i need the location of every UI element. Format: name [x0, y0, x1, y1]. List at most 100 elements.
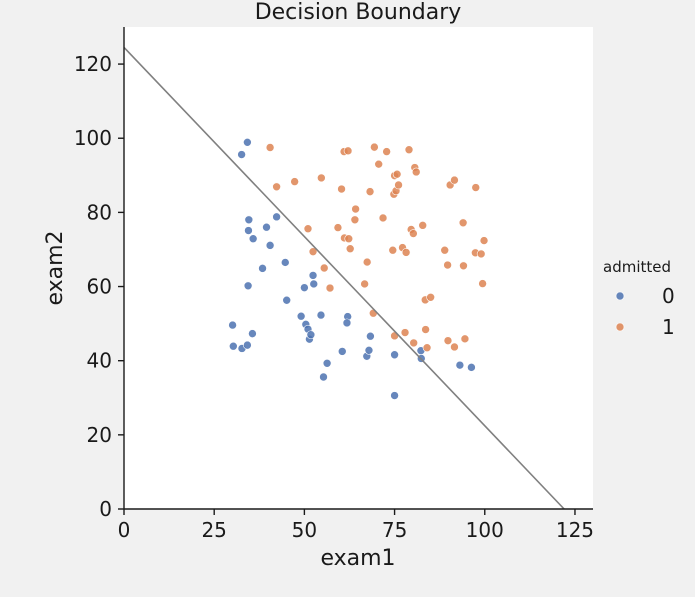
data-point-admitted-1: [409, 229, 418, 238]
data-point-admitted-1: [272, 182, 281, 192]
data-point-admitted-1: [394, 180, 403, 190]
data-point-admitted-1: [400, 328, 410, 337]
data-point-admitted-1: [458, 218, 468, 228]
data-point-admitted-1: [325, 283, 335, 293]
x-axis-ticks: 0 25 50 75 100 125: [118, 509, 594, 542]
data-point-admitted-0: [390, 350, 399, 360]
data-point-admitted-0: [455, 360, 465, 370]
data-point-admitted-0: [319, 372, 328, 382]
data-point-admitted-1: [478, 279, 487, 288]
data-point-admitted-0: [244, 226, 253, 235]
data-point-admitted-0: [272, 212, 281, 222]
data-point-admitted-0: [237, 150, 246, 159]
data-point-admitted-1: [374, 159, 384, 169]
data-point-admitted-1: [319, 263, 329, 273]
data-point-admitted-1: [345, 244, 355, 254]
data-point-admitted-1: [368, 308, 378, 318]
data-point-admitted-0: [258, 264, 267, 273]
data-point-admitted-0: [244, 215, 254, 225]
data-point-admitted-1: [450, 175, 459, 185]
data-point-admitted-1: [351, 204, 360, 214]
data-point-admitted-1: [443, 260, 452, 270]
data-point-admitted-0: [262, 222, 271, 232]
data-point-admitted-1: [479, 236, 489, 245]
legend: admitted 0 1: [603, 258, 675, 339]
data-point-admitted-0: [296, 311, 306, 321]
data-point-admitted-1: [333, 223, 343, 232]
data-point-admitted-0: [467, 363, 476, 372]
data-point-admitted-1: [308, 247, 318, 256]
y-axis-label: exam2: [43, 230, 68, 305]
data-point-admitted-1: [404, 145, 414, 155]
data-point-admitted-1: [290, 177, 299, 186]
chart-title: Decision Boundary: [255, 0, 462, 25]
data-point-admitted-1: [365, 187, 375, 196]
data-point-admitted-1: [382, 147, 391, 156]
legend-label-1: 1: [662, 315, 675, 339]
data-point-admitted-1: [388, 245, 398, 255]
data-point-admitted-0: [309, 279, 319, 289]
data-point-admitted-1: [343, 146, 353, 156]
y-tick-label: 40: [87, 349, 112, 373]
y-tick-label: 20: [87, 423, 112, 447]
x-tick-label: 100: [466, 518, 504, 542]
data-point-admitted-0: [337, 347, 347, 356]
data-point-admitted-0: [243, 138, 252, 147]
data-point-admitted-0: [306, 330, 316, 340]
data-point-admitted-1: [350, 215, 360, 225]
decision-boundary-line: [123, 46, 565, 510]
data-point-admitted-0: [280, 258, 290, 267]
data-point-admitted-0: [300, 283, 309, 292]
data-point-admitted-1: [450, 342, 459, 352]
data-point-admitted-0: [243, 281, 253, 291]
data-point-admitted-1: [440, 245, 450, 255]
data-point-admitted-1: [362, 257, 372, 267]
data-point-admitted-0: [390, 391, 399, 400]
data-point-admitted-0: [228, 320, 237, 330]
data-point-admitted-1: [422, 343, 432, 353]
data-point-admitted-0: [342, 318, 352, 328]
y-tick-label: 120: [74, 52, 112, 76]
x-tick-label: 25: [201, 518, 226, 542]
data-point-admitted-1: [378, 213, 388, 223]
data-point-admitted-1: [443, 336, 453, 345]
legend-label-0: 0: [662, 284, 675, 308]
y-tick-label: 0: [99, 497, 112, 521]
data-point-admitted-1: [401, 248, 411, 257]
data-point-admitted-1: [426, 292, 435, 302]
data-point-admitted-0: [308, 271, 318, 280]
data-point-admitted-1: [392, 169, 402, 179]
data-point-admitted-0: [282, 295, 292, 305]
data-point-admitted-1: [265, 143, 275, 152]
data-point-admitted-1: [411, 167, 421, 177]
x-tick-label: 75: [382, 518, 407, 542]
data-point-admitted-0: [316, 310, 326, 320]
data-point-admitted-1: [421, 325, 430, 334]
legend-title: admitted: [603, 258, 671, 276]
y-tick-label: 100: [74, 126, 112, 150]
data-point-admitted-1: [460, 334, 470, 344]
x-tick-label: 125: [556, 518, 594, 542]
data-point-admitted-0: [229, 341, 238, 351]
y-tick-label: 80: [87, 200, 112, 224]
y-axis-ticks: 0 20 40 60 80 100 120: [74, 52, 124, 521]
data-point-admitted-0: [366, 331, 375, 341]
plot-background: [124, 27, 593, 509]
data-point-admitted-1: [370, 142, 379, 152]
data-point-admitted-1: [317, 173, 326, 183]
data-point-admitted-0: [364, 346, 374, 355]
data-point-admitted-0: [322, 358, 332, 368]
points-layer: [228, 138, 489, 400]
x-tick-label: 50: [292, 518, 317, 542]
data-point-admitted-0: [243, 340, 252, 350]
data-point-admitted-1: [337, 184, 346, 194]
y-tick-label: 60: [87, 275, 112, 299]
data-point-admitted-1: [418, 221, 428, 230]
legend-marker-1: [615, 322, 625, 332]
legend-marker-0: [615, 291, 625, 301]
data-point-admitted-1: [471, 183, 481, 192]
x-axis-label: exam1: [320, 546, 395, 571]
data-point-admitted-1: [409, 338, 418, 348]
x-tick-label: 0: [118, 518, 131, 542]
